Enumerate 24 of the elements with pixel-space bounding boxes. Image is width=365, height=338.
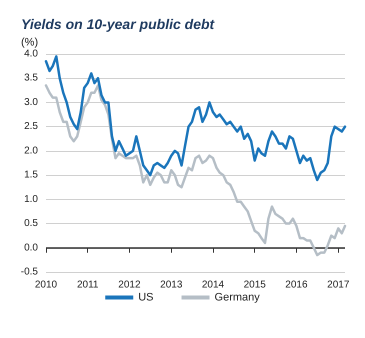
x-tick-label: 2011 bbox=[76, 280, 99, 290]
y-axis-title: (%) bbox=[21, 36, 38, 48]
chart-title: Yields on 10-year public debt bbox=[21, 16, 216, 32]
y-tick-label: 0.0 bbox=[24, 242, 38, 254]
x-tick-label: 2015 bbox=[244, 280, 266, 290]
x-tick-label: 2010 bbox=[34, 280, 58, 290]
y-tick-label: -0.5 bbox=[20, 266, 38, 278]
x-tick-label: 2014 bbox=[202, 280, 225, 290]
y-tick-label: 1.0 bbox=[24, 194, 38, 205]
y-tick-label: 4.0 bbox=[24, 48, 38, 60]
y-tick-label: 2.5 bbox=[24, 121, 38, 132]
y-tick-label: 0.5 bbox=[24, 218, 38, 230]
line-series bbox=[44, 55, 346, 182]
x-tick-label: 2013 bbox=[160, 280, 183, 290]
y-tick-label: 1.5 bbox=[24, 170, 38, 181]
legend-label: Germany bbox=[214, 292, 260, 304]
legend-label: US bbox=[138, 292, 154, 304]
x-tick-label: 2016 bbox=[285, 280, 308, 290]
x-tick-label: 2017 bbox=[327, 280, 350, 290]
line-series bbox=[44, 84, 346, 256]
x-tick-label: 2012 bbox=[118, 280, 141, 290]
y-tick-label: 3.0 bbox=[24, 96, 38, 108]
y-tick-label: 3.5 bbox=[24, 72, 38, 84]
y-tick-label: 2.0 bbox=[24, 145, 38, 156]
